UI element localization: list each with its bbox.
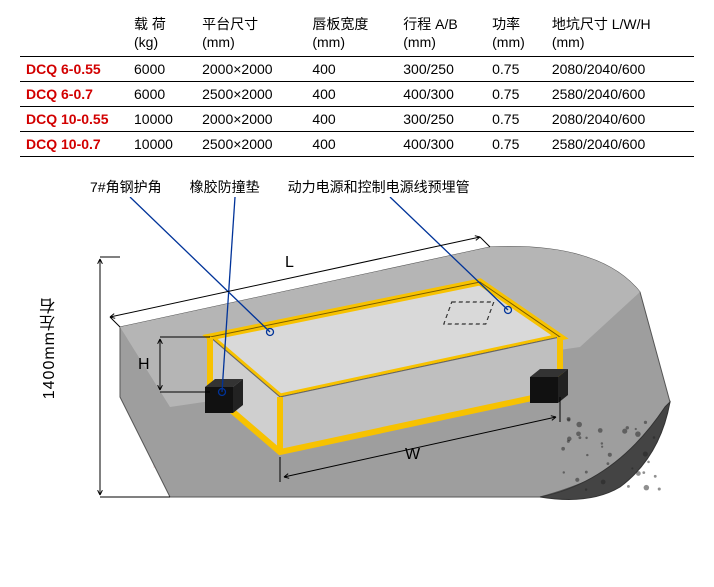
table-cell: 10000: [128, 132, 196, 157]
table-cell: 2000×2000: [196, 107, 306, 132]
table-cell: 400/300: [397, 82, 486, 107]
callout-conduit: 动力电源和控制电源线预埋管: [288, 177, 470, 197]
table-header: [20, 12, 128, 57]
table-cell: 2580/2040/600: [546, 82, 694, 107]
table-cell: DCQ 6-0.7: [20, 82, 128, 107]
table-header-row: 载 荷(kg)平台尺寸(mm)唇板宽度(mm)行程 A/B(mm)功率(mm)地…: [20, 12, 694, 57]
table-header: 地坑尺寸 L/W/H(mm): [546, 12, 694, 57]
table-cell: DCQ 10-0.55: [20, 107, 128, 132]
table-cell: 0.75: [486, 132, 546, 157]
table-cell: 400: [306, 132, 397, 157]
svg-text:L: L: [285, 254, 294, 271]
table-cell: 0.75: [486, 57, 546, 82]
svg-text:H: H: [138, 356, 150, 373]
table-cell: DCQ 10-0.7: [20, 132, 128, 157]
table-cell: 2500×2000: [196, 132, 306, 157]
table-cell: 2080/2040/600: [546, 57, 694, 82]
table-cell: 0.75: [486, 107, 546, 132]
callout-rubber-bumper: 橡胶防撞垫: [190, 177, 260, 197]
table-cell: 400: [306, 82, 397, 107]
height-note-label: 1400mm左右: [38, 297, 62, 399]
table-header: 功率(mm): [486, 12, 546, 57]
diagram-area: 7#角钢护角 橡胶防撞垫 动力电源和控制电源线预埋管 1400mm左右 明华 M…: [20, 177, 694, 557]
table-row: DCQ 10-0.55100002000×2000400300/2500.752…: [20, 107, 694, 132]
table-cell: 400: [306, 107, 397, 132]
table-cell: 300/250: [397, 57, 486, 82]
table-cell: 300/250: [397, 107, 486, 132]
table-row: DCQ 6-0.5560002000×2000400300/2500.75208…: [20, 57, 694, 82]
callout-angle-steel: 7#角钢护角: [90, 177, 162, 197]
table-cell: 2500×2000: [196, 82, 306, 107]
table-cell: DCQ 6-0.55: [20, 57, 128, 82]
spec-table: 载 荷(kg)平台尺寸(mm)唇板宽度(mm)行程 A/B(mm)功率(mm)地…: [20, 12, 694, 157]
table-header: 载 荷(kg): [128, 12, 196, 57]
table-cell: 2580/2040/600: [546, 132, 694, 157]
table-row: DCQ 6-0.760002500×2000400400/3000.752580…: [20, 82, 694, 107]
svg-text:W: W: [405, 446, 421, 463]
table-header: 行程 A/B(mm): [397, 12, 486, 57]
table-cell: 6000: [128, 82, 196, 107]
table-cell: 400: [306, 57, 397, 82]
table-cell: 0.75: [486, 82, 546, 107]
table-cell: 6000: [128, 57, 196, 82]
table-cell: 2000×2000: [196, 57, 306, 82]
table-header: 唇板宽度(mm): [306, 12, 397, 57]
table-header: 平台尺寸(mm): [196, 12, 306, 57]
pit-diagram: L H W: [60, 197, 700, 562]
table-row: DCQ 10-0.7100002500×2000400400/3000.7525…: [20, 132, 694, 157]
table-cell: 400/300: [397, 132, 486, 157]
table-cell: 10000: [128, 107, 196, 132]
table-cell: 2080/2040/600: [546, 107, 694, 132]
